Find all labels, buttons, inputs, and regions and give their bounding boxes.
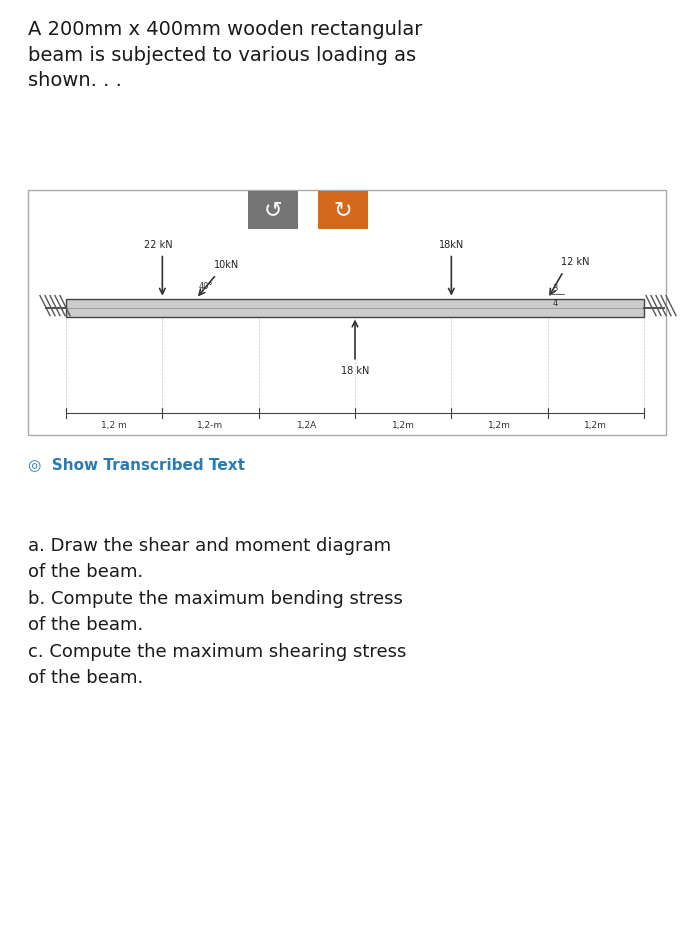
Text: 1,2m: 1,2m bbox=[488, 421, 511, 430]
Text: 1,2-m: 1,2-m bbox=[197, 421, 223, 430]
Bar bbox=[318, 191, 368, 229]
Text: 22 kN: 22 kN bbox=[144, 240, 173, 249]
Text: ↺: ↺ bbox=[264, 200, 282, 220]
Text: 40°: 40° bbox=[199, 281, 214, 291]
Text: 12 kN: 12 kN bbox=[561, 258, 590, 267]
Bar bbox=[66, 299, 644, 317]
Text: 10kN: 10kN bbox=[214, 261, 239, 270]
Bar bbox=[28, 190, 666, 435]
Text: 1,2m: 1,2m bbox=[584, 421, 607, 430]
Text: 3: 3 bbox=[552, 283, 558, 293]
Text: a. Draw the shear and moment diagram
of the beam.
b. Compute the maximum bending: a. Draw the shear and moment diagram of … bbox=[28, 537, 407, 687]
Text: 18kN: 18kN bbox=[439, 240, 464, 249]
Text: 4: 4 bbox=[552, 299, 558, 307]
Text: 1,2 m: 1,2 m bbox=[101, 421, 127, 430]
Bar bbox=[248, 191, 298, 229]
Text: 18 kN: 18 kN bbox=[341, 365, 369, 376]
Text: 1,2A: 1,2A bbox=[297, 421, 317, 430]
Text: A 200mm x 400mm wooden rectangular
beam is subjected to various loading as
shown: A 200mm x 400mm wooden rectangular beam … bbox=[28, 20, 423, 90]
Text: ↻: ↻ bbox=[334, 200, 353, 220]
Text: 1,2m: 1,2m bbox=[391, 421, 414, 430]
Text: ◎  Show Transcribed Text: ◎ Show Transcribed Text bbox=[28, 457, 245, 472]
